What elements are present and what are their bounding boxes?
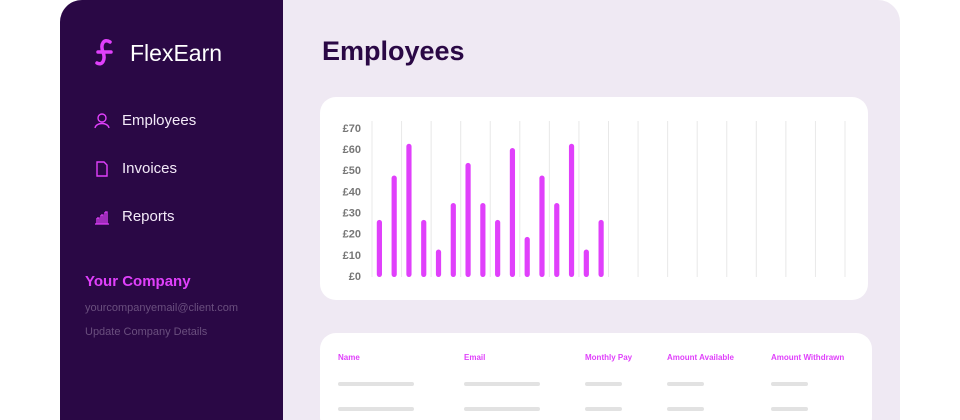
y-tick-label: £30 (343, 207, 361, 219)
bar (421, 219, 427, 277)
table-header: Monthly Pay (585, 353, 633, 362)
placeholder (585, 407, 622, 411)
bar (524, 236, 530, 277)
chart: £0 £10 £20 £30 £40 £50 £60 £70 (343, 121, 846, 283)
bar (509, 148, 516, 277)
icon (95, 210, 109, 225)
y-tick-label: £10 (343, 250, 361, 262)
app-frame: FlexEarn Employees Invoices Reports Your… (60, 0, 900, 420)
y-tick-label: £50 (343, 165, 361, 177)
icon (94, 112, 110, 128)
bar (568, 143, 575, 277)
company-link[interactable]: Update Company Details (85, 326, 208, 338)
nav-item[interactable]: Invoices (94, 160, 177, 177)
placeholder (338, 382, 414, 386)
page-title: Employees (322, 36, 465, 66)
placeholder (667, 382, 704, 386)
y-tick-label: £40 (343, 186, 361, 198)
chart-card: £0 £10 £20 £30 £40 £50 £60 £70 (320, 97, 868, 300)
y-tick-label: £20 (343, 229, 361, 241)
nav-item[interactable]: Employees (94, 112, 196, 129)
company-email: yourcompanyemail@client.com (85, 302, 239, 314)
placeholder (464, 407, 540, 411)
nav-label[interactable]: Reports (122, 208, 175, 225)
y-tick-label: £60 (343, 144, 361, 156)
y-tick-label: £0 (349, 271, 361, 283)
bar (435, 249, 442, 277)
bar (391, 175, 397, 277)
placeholder (338, 407, 414, 411)
icon (96, 160, 108, 177)
logo-icon (95, 39, 113, 66)
placeholder (771, 407, 808, 411)
bar (554, 203, 560, 277)
table-header: Amount Available (667, 353, 734, 362)
table-card: Name Email Monthly Pay Amount Available … (320, 333, 872, 420)
nav-label[interactable]: Invoices (122, 160, 178, 177)
bar (450, 203, 456, 277)
company-name: Your Company (85, 273, 191, 290)
table-header: Name (338, 353, 360, 362)
nav-item[interactable]: Reports (94, 208, 175, 225)
bar (480, 203, 486, 277)
placeholder (585, 382, 622, 386)
page: FlexEarn Employees Invoices Reports Your… (60, 0, 900, 420)
placeholder (771, 382, 808, 386)
bar (495, 219, 501, 277)
table-header: Email (464, 353, 486, 362)
placeholder (464, 382, 540, 386)
sidebar: FlexEarn Employees Invoices Reports Your… (60, 0, 283, 420)
bar (539, 175, 545, 277)
brand: FlexEarn (130, 40, 223, 66)
bar (583, 249, 589, 277)
bar (376, 219, 382, 277)
bar (465, 162, 471, 277)
nav-label[interactable]: Employees (122, 112, 197, 129)
table-header: Amount Withdrawn (771, 353, 845, 362)
bar (406, 143, 412, 277)
placeholder (667, 407, 704, 411)
y-tick-label: £70 (343, 123, 361, 135)
bar (598, 219, 604, 277)
